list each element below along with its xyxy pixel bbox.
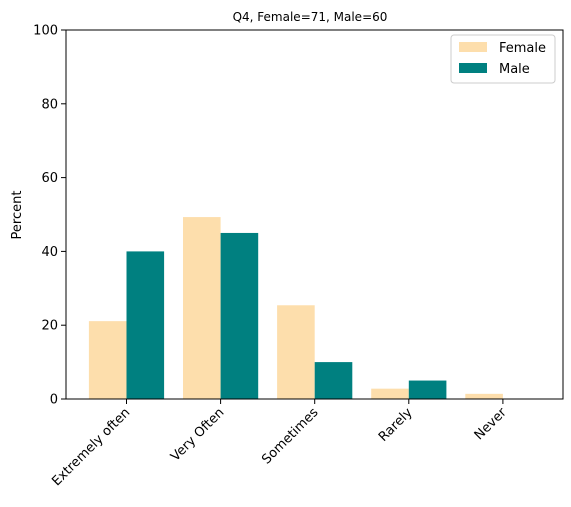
legend-label-male: Male [499,62,530,77]
legend: Female Male [450,34,556,84]
bars-layer [88,217,503,399]
legend-swatch-female [459,42,487,52]
x-tick-label-3: Rarely [376,405,416,445]
y-axis-label: Percent [10,191,25,240]
x-tick-label-1: Very Often [168,405,227,464]
y-tick-label-3: 60 [41,171,58,186]
bar-male-2 [314,362,353,399]
x-tick-label-2: Sometimes [259,405,321,467]
legend-label-female: Female [499,41,546,56]
y-tick-label-4: 80 [41,97,58,112]
bar-female-4 [465,393,503,399]
y-tick-label-1: 20 [41,319,58,334]
y-tick-label-2: 40 [41,245,58,260]
y-tick-label-0: 0 [50,393,58,408]
bar-male-3 [408,380,447,399]
y-tick-label-5: 100 [33,24,58,39]
bar-male-1 [220,232,259,399]
axes-layer: 0 20 40 60 80 100 Extremely often Very Often Som… [33,24,564,489]
bar-female-0 [88,321,127,399]
x-tick-label-4: Never [472,405,510,443]
bar-female-3 [371,388,409,399]
bar-male-0 [126,251,165,399]
x-tick-label-0: Extremely often [49,405,133,489]
chart-title: Q4, Female=71, Male=60 [233,10,388,24]
legend-swatch-male [459,63,487,73]
bar-female-1 [183,217,221,399]
bar-female-2 [277,305,315,399]
